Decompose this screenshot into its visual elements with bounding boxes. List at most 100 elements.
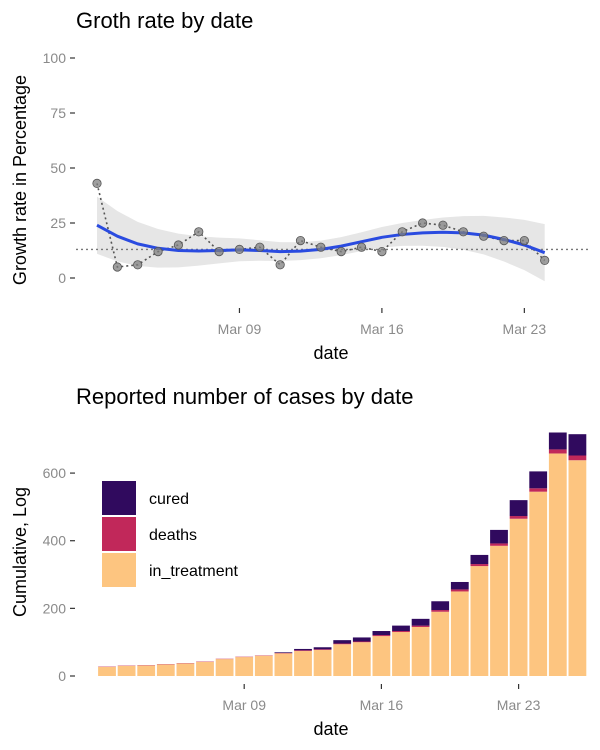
x-tick-label: Mar 16 <box>360 697 404 713</box>
bar-cured <box>411 618 430 626</box>
bar-deaths <box>372 635 391 637</box>
bar-deaths <box>352 641 371 643</box>
legend-swatch-in-treatment <box>102 553 136 587</box>
cases-bars <box>98 432 587 676</box>
bar-in-treatment <box>548 453 567 676</box>
growth-x-axis: Mar 09 Mar 16 Mar 23 <box>218 308 547 337</box>
data-point <box>173 240 183 250</box>
bar-in-treatment <box>215 659 234 676</box>
bar-in-treatment <box>294 650 312 676</box>
bar-in-treatment <box>568 460 587 676</box>
bar-in-treatment <box>372 636 391 676</box>
cases-y-axis: 0 200 400 600 <box>43 465 75 684</box>
bar-in-treatment <box>196 661 214 676</box>
data-point <box>397 227 407 237</box>
bar-deaths <box>333 643 352 645</box>
x-tick-label: Mar 23 <box>503 321 547 337</box>
data-point <box>234 244 245 254</box>
bar-in-treatment <box>450 591 469 676</box>
bar-cured <box>274 652 293 654</box>
y-tick-label: 75 <box>50 105 66 121</box>
y-tick-label: 600 <box>43 465 67 481</box>
legend-label-cured: cured <box>149 491 189 508</box>
data-point <box>438 220 448 230</box>
bar-cured <box>333 640 352 644</box>
bar-cured <box>294 648 312 651</box>
bar-in-treatment <box>509 518 528 676</box>
data-point <box>316 242 326 252</box>
bar-deaths <box>529 488 548 492</box>
cases-y-axis-title: Cumulative, Log <box>10 487 30 617</box>
bar-deaths <box>392 631 410 633</box>
x-tick-label: Mar 09 <box>218 321 262 337</box>
bar-in-treatment <box>352 642 371 676</box>
bar-in-treatment <box>98 666 116 676</box>
y-tick-label: 25 <box>50 215 66 231</box>
bar-in-treatment <box>392 632 410 676</box>
growth-chart-title: Groth rate by date <box>76 8 253 33</box>
bar-cured <box>509 500 528 517</box>
bar-deaths <box>509 516 528 519</box>
bar-in-treatment <box>235 657 254 676</box>
data-point <box>92 178 102 188</box>
bar-deaths <box>450 589 469 592</box>
data-point <box>295 236 306 246</box>
data-point <box>540 255 550 265</box>
cases-chart-title: Reported number of cases by date <box>76 384 414 409</box>
data-point <box>377 247 387 257</box>
bar-in-treatment <box>470 566 489 676</box>
growth-y-axis: 0 25 50 75 100 <box>43 50 75 286</box>
y-tick-label: 200 <box>43 600 67 616</box>
bar-in-treatment <box>313 649 332 676</box>
bar-deaths <box>294 650 312 651</box>
bar-cured <box>352 637 371 642</box>
data-point <box>275 260 285 270</box>
y-tick-label: 400 <box>43 533 67 549</box>
cases-x-axis-title: date <box>313 719 348 739</box>
y-tick-label: 0 <box>58 668 66 684</box>
growth-data-points <box>92 178 550 272</box>
bar-cured <box>313 647 332 650</box>
growth-x-axis-title: date <box>313 343 348 363</box>
data-point <box>479 231 489 241</box>
y-tick-label: 50 <box>50 160 66 176</box>
legend-swatch-deaths <box>102 517 136 551</box>
data-point <box>214 247 224 257</box>
legend-swatch-cured <box>102 481 136 515</box>
growth-y-axis-title: Growth rate in Percentage <box>10 75 30 285</box>
data-point <box>112 262 122 272</box>
bar-in-treatment <box>274 653 293 676</box>
data-point <box>356 242 367 252</box>
bar-cured <box>392 625 410 632</box>
bar-cured <box>490 529 508 544</box>
data-point <box>519 236 529 246</box>
data-point <box>153 247 163 257</box>
reported-cases-chart: Reported number of cases by date Cumulat… <box>10 384 587 739</box>
data-point <box>336 247 346 257</box>
bar-in-treatment <box>431 611 450 676</box>
y-tick-label: 0 <box>58 270 66 286</box>
x-tick-label: Mar 16 <box>360 321 404 337</box>
legend-label-deaths: deaths <box>149 527 197 544</box>
bar-deaths <box>411 625 430 627</box>
bar-deaths <box>548 449 567 454</box>
bar-cured <box>568 434 587 456</box>
data-point <box>255 242 265 252</box>
bar-in-treatment <box>117 665 136 676</box>
data-point <box>499 236 509 246</box>
growth-rate-chart: Groth rate by date Growth rate in Percen… <box>10 8 588 363</box>
bar-cured <box>548 432 567 450</box>
bar-in-treatment <box>490 545 508 676</box>
bar-deaths <box>490 543 508 546</box>
data-point <box>133 260 143 270</box>
bar-cured <box>450 581 469 590</box>
bar-in-treatment <box>529 491 548 676</box>
x-tick-label: Mar 09 <box>222 697 266 713</box>
data-point <box>458 227 468 237</box>
bar-in-treatment <box>176 663 195 676</box>
bar-deaths <box>470 564 489 567</box>
data-point <box>417 218 428 228</box>
x-tick-label: Mar 23 <box>497 697 541 713</box>
bar-in-treatment <box>333 644 352 676</box>
